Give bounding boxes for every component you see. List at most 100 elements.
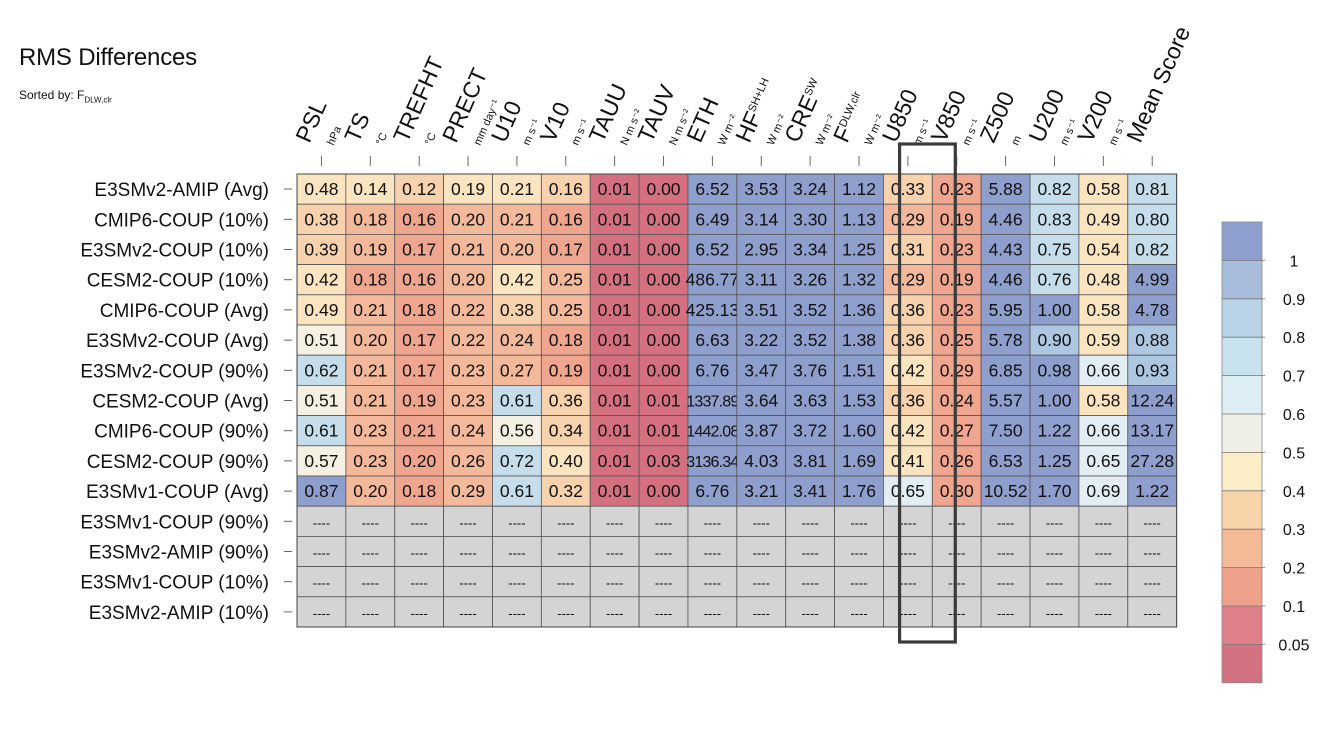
cell-value: 5.95	[989, 300, 1023, 320]
colorbar-label: 0.1	[1283, 599, 1305, 616]
cell-value: 3.63	[793, 391, 827, 411]
cell-value: 1.12	[842, 179, 876, 199]
cell-value: ----	[1046, 546, 1063, 561]
heatmap-cell	[1078, 505, 1129, 537]
cell-value: 0.00	[646, 209, 680, 229]
cell-value: 3.11	[745, 270, 778, 290]
cell-value: 6.52	[695, 179, 729, 199]
heatmap-cell	[834, 505, 884, 537]
heatmap-cell	[345, 475, 396, 507]
cell-value: ----	[313, 515, 330, 530]
colorbar-segment	[1222, 644, 1262, 683]
cell-value: 4.78	[1135, 300, 1169, 320]
cell-value: 0.49	[1086, 209, 1120, 229]
cell-value: 0.27	[500, 360, 534, 380]
cell-value: ----	[362, 515, 379, 530]
heatmap-cell	[1127, 203, 1178, 235]
heatmap-cell	[394, 536, 445, 568]
heatmap-cell	[394, 475, 445, 507]
heatmap-cell	[785, 294, 835, 326]
heatmap-cell	[736, 596, 787, 628]
heatmap-cell	[638, 415, 689, 447]
cell-value: 4.46	[989, 209, 1023, 229]
cell-value: ----	[704, 576, 721, 591]
colorbar-segment	[1222, 529, 1262, 568]
cell-value: 0.00	[646, 270, 680, 290]
heatmap-cell	[785, 475, 835, 507]
heatmap-cell	[834, 203, 884, 235]
cell-value: 0.00	[646, 240, 680, 260]
cell-value: 0.22	[451, 300, 485, 320]
cell-value: ----	[313, 606, 330, 621]
cell-value: ----	[704, 515, 721, 530]
heatmap-cell	[1127, 566, 1178, 598]
cell-value: 0.01	[598, 421, 632, 441]
cell-value: ----	[557, 606, 574, 621]
cell-value: ----	[753, 606, 770, 621]
heatmap-cell	[1029, 203, 1080, 235]
heatmap-cell	[589, 384, 640, 416]
heatmap-cell	[296, 324, 347, 356]
cell-value: 6.76	[695, 360, 729, 380]
cell-value: ----	[1144, 576, 1161, 591]
heatmap-cell	[394, 233, 445, 265]
heatmap-cell	[492, 354, 542, 386]
heatmap-cell	[492, 294, 542, 326]
heatmap-cell	[834, 475, 884, 507]
heatmap-cell	[736, 445, 787, 477]
cell-value: 3.41	[793, 481, 827, 501]
heatmap-cell	[736, 203, 787, 235]
cell-value: 0.23	[451, 360, 485, 380]
cell-value: ----	[801, 515, 818, 530]
heatmap-cell	[785, 264, 835, 296]
cell-value: ----	[459, 576, 476, 591]
column-unit-group: °C	[374, 131, 390, 147]
cell-value: ----	[899, 515, 916, 530]
heatmap-cell	[980, 445, 1031, 477]
cell-value: ----	[411, 546, 428, 561]
cell-value: 0.18	[353, 209, 387, 229]
cell-value: 0.59	[1086, 330, 1120, 350]
cell-value: ----	[606, 515, 623, 530]
cell-value: 0.00	[646, 481, 680, 501]
heatmap-cell	[492, 566, 542, 598]
heatmap-cell	[834, 596, 884, 628]
cell-value: 0.58	[1086, 179, 1120, 199]
cell-value: ----	[850, 606, 867, 621]
heatmap-cell	[687, 505, 738, 537]
heatmap-cell	[883, 324, 933, 356]
cell-value: ----	[459, 515, 476, 530]
cell-value: 0.26	[451, 451, 485, 471]
cell-value: 7.50	[989, 421, 1023, 441]
cell-value: 0.62	[304, 360, 338, 380]
cell-value: 4.46	[989, 270, 1023, 290]
cell-value: 3.51	[744, 300, 778, 320]
cell-value: 3.52	[793, 330, 827, 350]
cell-value: 0.61	[500, 481, 534, 501]
cell-value: 0.23	[451, 391, 485, 411]
heatmap-cell	[296, 173, 347, 205]
cell-value: 0.34	[549, 421, 583, 441]
cell-value: 1.13	[842, 209, 876, 229]
heatmap-cell	[540, 475, 591, 507]
heatmap-cell	[736, 536, 787, 568]
heatmap-cell	[345, 415, 396, 447]
cell-value: 4.99	[1135, 270, 1169, 290]
column-superscript: SH+LH	[746, 76, 772, 114]
row-label: E3SMv2-AMIP (10%)	[89, 603, 269, 624]
heatmap-cell	[589, 415, 640, 447]
heatmap-cell	[980, 354, 1031, 386]
cell-value: 12.24	[1130, 391, 1174, 411]
cell-value: ----	[899, 546, 916, 561]
cell-value: 0.41	[891, 451, 925, 471]
cell-value: 0.65	[891, 481, 925, 501]
heatmap-cell	[1078, 596, 1129, 628]
heatmap-cell	[883, 445, 933, 477]
cell-value: 0.36	[549, 391, 583, 411]
row-label: E3SMv2-COUP (90%)	[80, 361, 269, 382]
heatmap-cell	[980, 203, 1031, 235]
colorbar-segment	[1222, 490, 1262, 530]
cell-value: 4.03	[744, 451, 778, 471]
cell-value: 0.16	[549, 209, 583, 229]
cell-value: 3.64	[744, 391, 778, 411]
